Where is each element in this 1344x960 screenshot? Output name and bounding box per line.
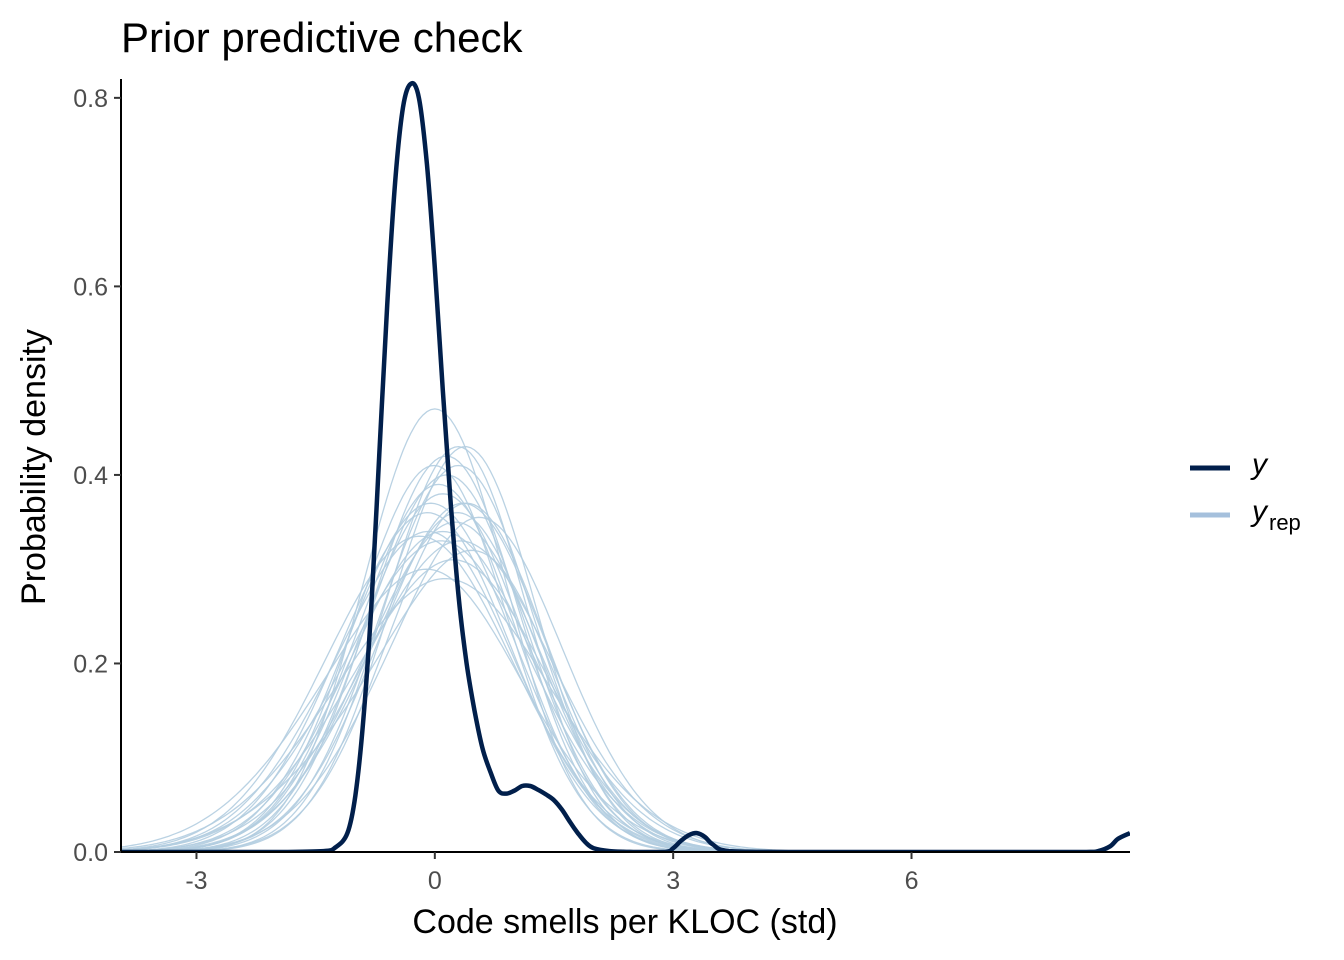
- x-axis-title: Code smells per KLOC (std): [412, 903, 837, 941]
- yrep-series-line: [121, 577, 1130, 852]
- yrep-series-line: [121, 445, 1130, 852]
- yrep-series-line: [121, 516, 1130, 852]
- legend: y yrep: [1190, 448, 1301, 535]
- y-axis-title: Probability density: [15, 329, 53, 605]
- yrep-series-line: [121, 549, 1130, 852]
- y-tick-label: 0.0: [73, 839, 108, 867]
- y-tick-label: 0.2: [73, 650, 108, 678]
- y-tick-label: 0.8: [73, 85, 108, 113]
- x-tick-label: 0: [428, 867, 442, 895]
- chart-title: Prior predictive check: [121, 14, 523, 61]
- yrep-series-line: [121, 568, 1130, 852]
- yrep-series-line: [121, 535, 1130, 852]
- yrep-series-line: [121, 502, 1130, 852]
- y-line: [121, 81, 1130, 852]
- y-axis-ticks: 0.0 0.2 0.4 0.6 0.8: [73, 85, 121, 867]
- yrep-series-line: [121, 455, 1130, 852]
- legend-label-yrep: yrep: [1250, 495, 1301, 535]
- yrep-series-line: [121, 408, 1130, 852]
- yrep-series-line: [121, 483, 1130, 852]
- plot-area: [121, 81, 1130, 852]
- yrep-series-line: [121, 540, 1130, 852]
- yrep-series-line: [121, 559, 1130, 852]
- x-tick-label: 6: [905, 867, 919, 895]
- y-series-line: [121, 81, 1130, 852]
- yrep-series-line: [121, 530, 1130, 852]
- yrep-lines: [121, 408, 1130, 852]
- yrep-series-line: [121, 445, 1130, 852]
- x-tick-label: 3: [666, 867, 680, 895]
- yrep-series-line: [121, 502, 1130, 852]
- x-tick-label: -3: [185, 867, 207, 895]
- x-axis-ticks: -3 0 3 6: [185, 852, 918, 895]
- legend-label-y: y: [1250, 448, 1269, 481]
- yrep-series-line: [121, 511, 1130, 852]
- yrep-series-line: [121, 502, 1130, 852]
- y-tick-label: 0.4: [73, 462, 108, 490]
- y-tick-label: 0.6: [73, 273, 108, 301]
- yrep-series-line: [121, 493, 1130, 852]
- yrep-series-line: [121, 530, 1130, 852]
- yrep-series-line: [121, 511, 1130, 852]
